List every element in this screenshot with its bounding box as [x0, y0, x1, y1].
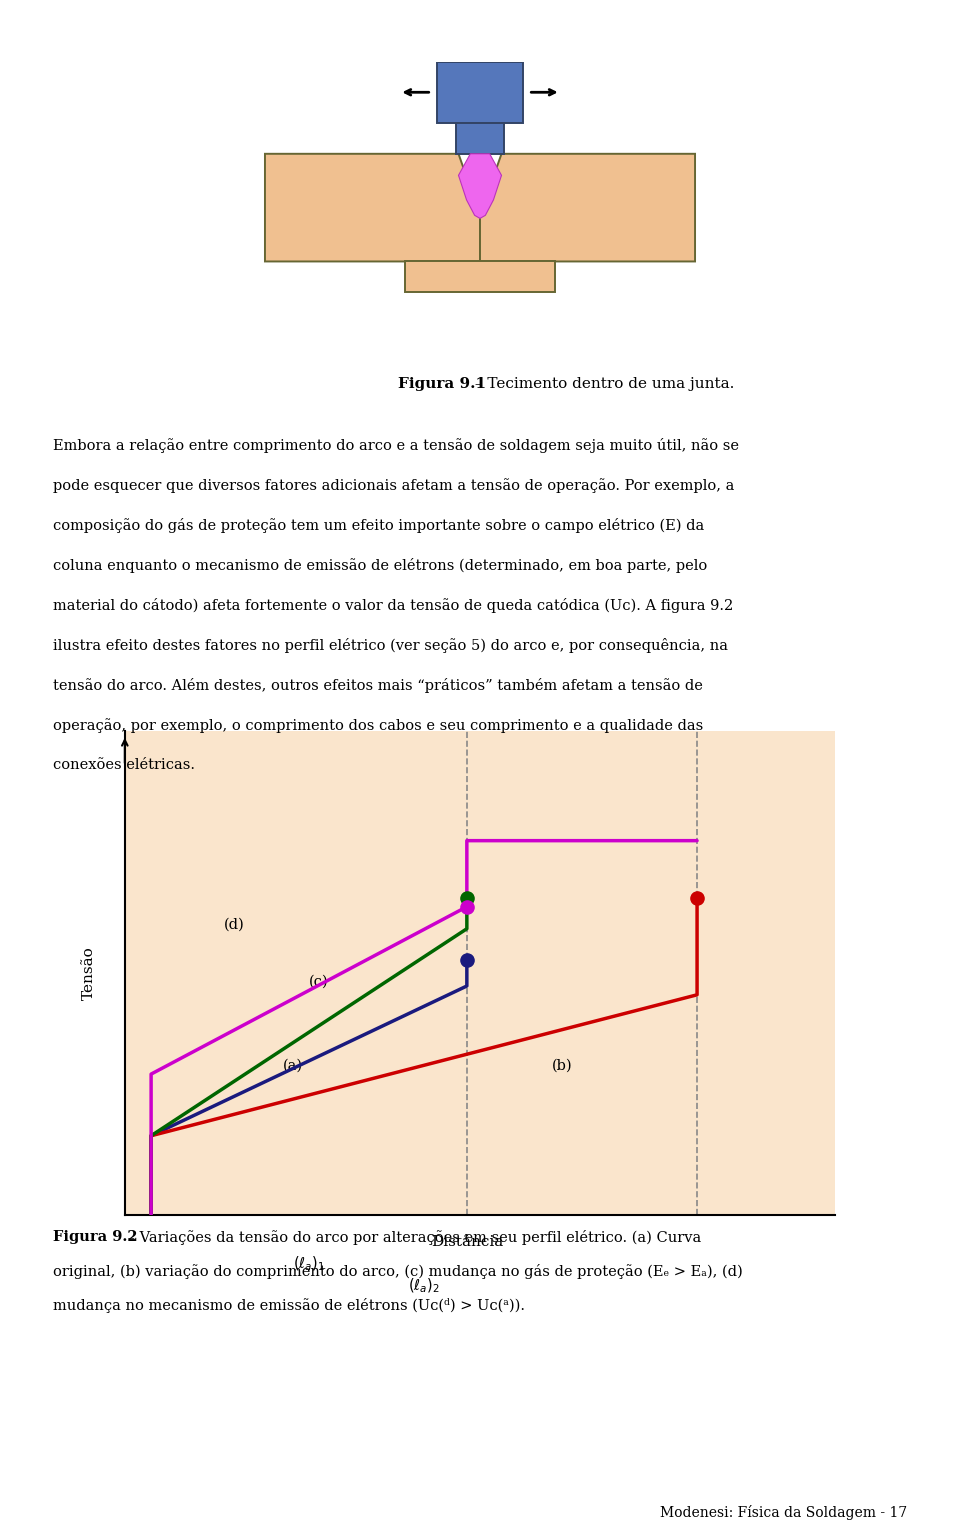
Polygon shape — [265, 154, 480, 261]
Point — [459, 886, 474, 910]
Text: Embora a relação entre comprimento do arco e a tensão de soldagem seja muito úti: Embora a relação entre comprimento do ar… — [53, 438, 739, 454]
Point — [459, 947, 474, 972]
Text: Tensão: Tensão — [82, 946, 96, 1000]
Text: Figura 9.1: Figura 9.1 — [398, 377, 487, 391]
Text: original, (b) variação do comprimento do arco, (c) mudança no gás de proteção (E: original, (b) variação do comprimento do… — [53, 1264, 742, 1280]
Polygon shape — [405, 261, 555, 292]
Text: – Tecimento dentro de uma junta.: – Tecimento dentro de uma junta. — [470, 377, 734, 391]
Text: coluna enquanto o mecanismo de emissão de elétrons (determinado, em boa parte, p: coluna enquanto o mecanismo de emissão d… — [53, 558, 708, 574]
Text: Figura 9.2: Figura 9.2 — [53, 1230, 137, 1244]
Text: ilustra efeito destes fatores no perfil elétrico (ver seção 5) do arco e, por co: ilustra efeito destes fatores no perfil … — [53, 638, 728, 654]
Text: tensão do arco. Além destes, outros efeitos mais “práticos” também afetam a tens: tensão do arco. Além destes, outros efei… — [53, 678, 703, 694]
Text: pode esquecer que diversos fatores adicionais afetam a tensão de operação. Por e: pode esquecer que diversos fatores adici… — [53, 478, 734, 494]
Text: $(\ell_a)_2$: $(\ell_a)_2$ — [408, 1277, 440, 1295]
Text: Distância: Distância — [431, 1235, 503, 1249]
Polygon shape — [480, 154, 695, 261]
Text: operação, por exemplo, o comprimento dos cabos e seu comprimento e a qualidade d: operação, por exemplo, o comprimento dos… — [53, 718, 703, 734]
Text: conexões elétricas.: conexões elétricas. — [53, 758, 195, 772]
Text: material do cátodo) afeta fortemente o valor da tensão de queda catódica (Uᴄ). A: material do cátodo) afeta fortemente o v… — [53, 598, 733, 614]
Text: $(\ell_a)_1$: $(\ell_a)_1$ — [293, 1255, 324, 1273]
Text: (a): (a) — [282, 1058, 302, 1072]
Point — [459, 895, 474, 920]
Text: – Variações da tensão do arco por alterações em seu perfil elétrico. (a) Curva: – Variações da tensão do arco por altera… — [123, 1230, 701, 1246]
Text: (d): (d) — [224, 918, 244, 932]
Point — [689, 886, 705, 910]
Text: composição do gás de proteção tem um efeito importante sobre o campo elétrico (E: composição do gás de proteção tem um efe… — [53, 518, 704, 534]
Text: (c): (c) — [309, 975, 328, 989]
Text: Modenesi: Física da Soldagem - 17: Modenesi: Física da Soldagem - 17 — [660, 1504, 907, 1520]
Polygon shape — [459, 154, 501, 218]
Polygon shape — [437, 62, 523, 123]
Text: mudança no mecanismo de emissão de elétrons (Uᴄ(ᵈ) > Uᴄ(ᵃ)).: mudança no mecanismo de emissão de elétr… — [53, 1298, 525, 1313]
Polygon shape — [456, 123, 504, 154]
Text: (b): (b) — [552, 1058, 573, 1072]
